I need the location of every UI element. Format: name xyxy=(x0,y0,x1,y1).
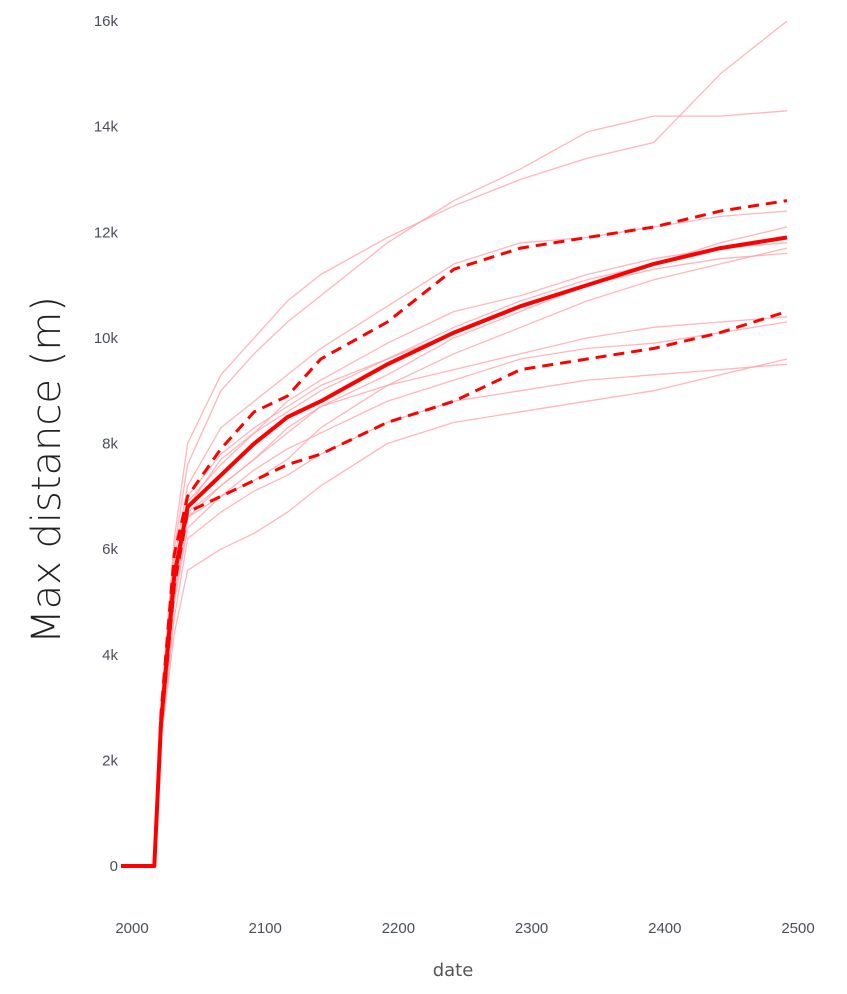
x-tick-label: 2200 xyxy=(382,920,415,937)
ensemble-series-line xyxy=(121,110,788,867)
y-tick-label: 16k xyxy=(94,13,119,30)
y-axis-ticks: 0 2k 4k 6k 8k 10k 12k 14k 16k xyxy=(94,13,119,875)
ensemble-series-line xyxy=(121,316,788,867)
chart-series xyxy=(121,20,788,868)
ensemble-series-line xyxy=(121,363,788,867)
x-tick-label: 2400 xyxy=(648,920,681,937)
ensemble-series-line xyxy=(121,321,788,867)
x-tick-label: 2300 xyxy=(515,920,548,937)
ensemble-series-line xyxy=(121,242,788,867)
y-axis-title: Max distance (m) xyxy=(24,296,70,644)
ensemble-series-line xyxy=(121,210,788,867)
y-tick-label: 2k xyxy=(102,752,118,769)
y-tick-label: 12k xyxy=(94,224,119,241)
y-tick-label: 8k xyxy=(102,436,118,453)
y-tick-label: 10k xyxy=(94,330,119,347)
ensemble-series-line xyxy=(121,358,788,867)
y-tick-label: 14k xyxy=(94,119,119,136)
y-tick-label: 6k xyxy=(102,541,118,558)
ensemble-series-line xyxy=(121,252,788,867)
x-axis-title: date xyxy=(433,960,474,981)
upper-bound-series-line xyxy=(121,199,788,868)
lower-bound-series-line xyxy=(121,310,788,868)
median-series-line xyxy=(121,235,788,868)
y-tick-label: 4k xyxy=(102,647,118,664)
ensemble-series-line xyxy=(121,20,788,867)
y-tick-label: 0 xyxy=(110,858,118,875)
x-tick-label: 2500 xyxy=(781,920,814,937)
x-tick-label: 2100 xyxy=(249,920,282,937)
x-axis-ticks: 2000 2100 2200 2300 2400 2500 xyxy=(115,920,814,937)
x-tick-label: 2000 xyxy=(115,920,148,937)
ensemble-series-line xyxy=(121,226,788,867)
